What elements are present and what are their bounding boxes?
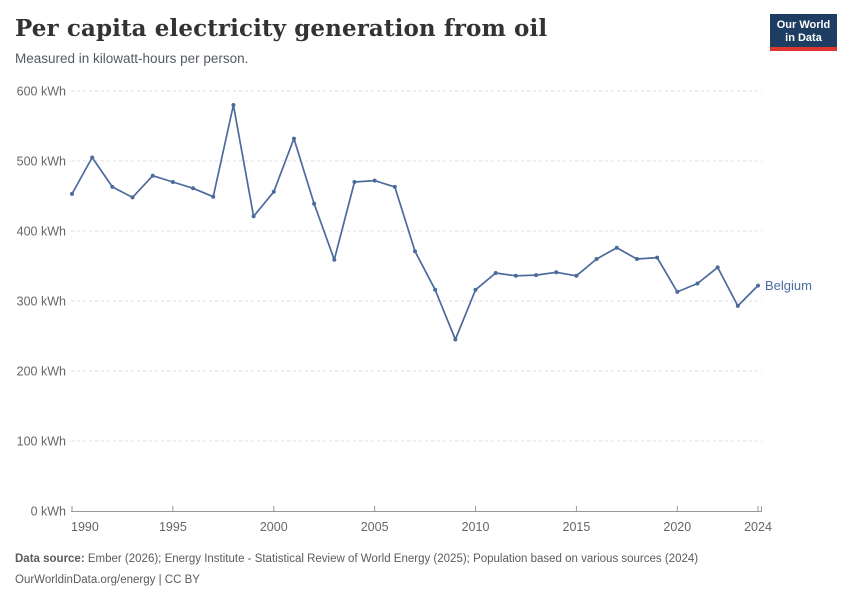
y-tick-label-0: 0 kWh (31, 505, 66, 519)
y-tick-label-600: 600 kWh (17, 85, 66, 99)
data-point-belgium-2005[interactable] (372, 178, 377, 183)
y-tick-label-400: 400 kWh (17, 225, 66, 239)
owid-logo-badge[interactable]: Our World in Data (770, 14, 837, 51)
data-point-belgium-1993[interactable] (130, 195, 135, 200)
data-point-belgium-2024[interactable] (756, 283, 760, 288)
data-point-belgium-2015[interactable] (574, 273, 579, 278)
citation-line[interactable]: OurWorldinData.org/energy | CC BY (15, 573, 200, 586)
data-point-belgium-2012[interactable] (513, 273, 518, 278)
data-point-belgium-2004[interactable] (352, 180, 357, 184)
data-point-belgium-2023[interactable] (735, 303, 740, 308)
data-point-belgium-2009[interactable] (453, 337, 458, 342)
x-tick-label-2024: 2024 (744, 520, 772, 534)
data-point-belgium-1996[interactable] (191, 186, 196, 191)
data-source-line: Data source: Ember (2026); Energy Instit… (15, 549, 835, 570)
y-tick-label-300: 300 kWh (17, 295, 66, 309)
data-point-belgium-2006[interactable] (392, 184, 397, 189)
data-point-belgium-2018[interactable] (634, 257, 639, 261)
y-tick-label-200: 200 kWh (17, 365, 66, 379)
data-point-belgium-2007[interactable] (413, 249, 417, 254)
data-point-belgium-2001[interactable] (291, 136, 296, 141)
data-point-belgium-2000[interactable] (271, 189, 276, 194)
data-point-belgium-1991[interactable] (90, 155, 95, 160)
data-point-belgium-1999[interactable] (251, 214, 256, 219)
owid-logo-line2: in Data (785, 32, 822, 44)
data-point-belgium-1994[interactable] (150, 173, 155, 178)
data-point-belgium-1992[interactable] (110, 184, 115, 189)
data-point-belgium-2014[interactable] (554, 270, 559, 275)
x-tick-label-2010: 2010 (462, 520, 490, 534)
chart-subtitle: Measured in kilowatt-hours per person. (15, 51, 249, 66)
data-point-belgium-2021[interactable] (695, 281, 700, 286)
x-tick-label-2020: 2020 (663, 520, 691, 534)
data-point-belgium-2002[interactable] (312, 201, 317, 206)
data-point-belgium-1995[interactable] (170, 180, 175, 184)
data-point-belgium-2022[interactable] (715, 265, 720, 270)
data-source-text: Ember (2026); Energy Institute - Statist… (84, 553, 699, 565)
x-tick-label-2005: 2005 (361, 520, 389, 534)
chart-title: Per capita electricity generation from o… (15, 15, 548, 42)
owid-logo-line1: Our World (776, 19, 831, 31)
data-point-belgium-1998[interactable] (231, 103, 236, 107)
x-tick-label-1995: 1995 (159, 520, 187, 534)
chart-plot-area[interactable]: 0 kWh 100 kWh 200 kWh 300 kWh 400 kWh 500 kWh… (0, 0, 850, 545)
data-point-belgium-2020[interactable] (675, 289, 680, 294)
x-tick-label-2000: 2000 (260, 520, 288, 534)
entity-label-belgium[interactable]: Belgium (765, 278, 812, 293)
data-point-belgium-2016[interactable] (594, 257, 599, 261)
chart-footer: Data source: Ember (2026); Energy Instit… (15, 549, 835, 590)
data-point-belgium-2010[interactable] (473, 287, 478, 292)
data-point-belgium-2019[interactable] (655, 255, 660, 260)
y-tick-label-500: 500 kWh (17, 155, 66, 169)
data-point-belgium-2011[interactable] (493, 271, 498, 275)
data-point-belgium-1990[interactable] (70, 191, 74, 196)
data-point-belgium-2003[interactable] (332, 257, 337, 262)
data-source-label: Data source: (15, 553, 85, 565)
data-point-belgium-2017[interactable] (614, 245, 619, 250)
x-tick-label-2015: 2015 (563, 520, 591, 534)
data-point-belgium-2008[interactable] (433, 287, 438, 292)
series-line-belgium[interactable] (71, 104, 759, 341)
y-tick-label-100: 100 kWh (17, 435, 66, 449)
x-tick-label-1990: 1990 (71, 520, 99, 534)
data-point-belgium-2013[interactable] (534, 273, 539, 278)
data-point-belgium-1997[interactable] (211, 194, 216, 199)
